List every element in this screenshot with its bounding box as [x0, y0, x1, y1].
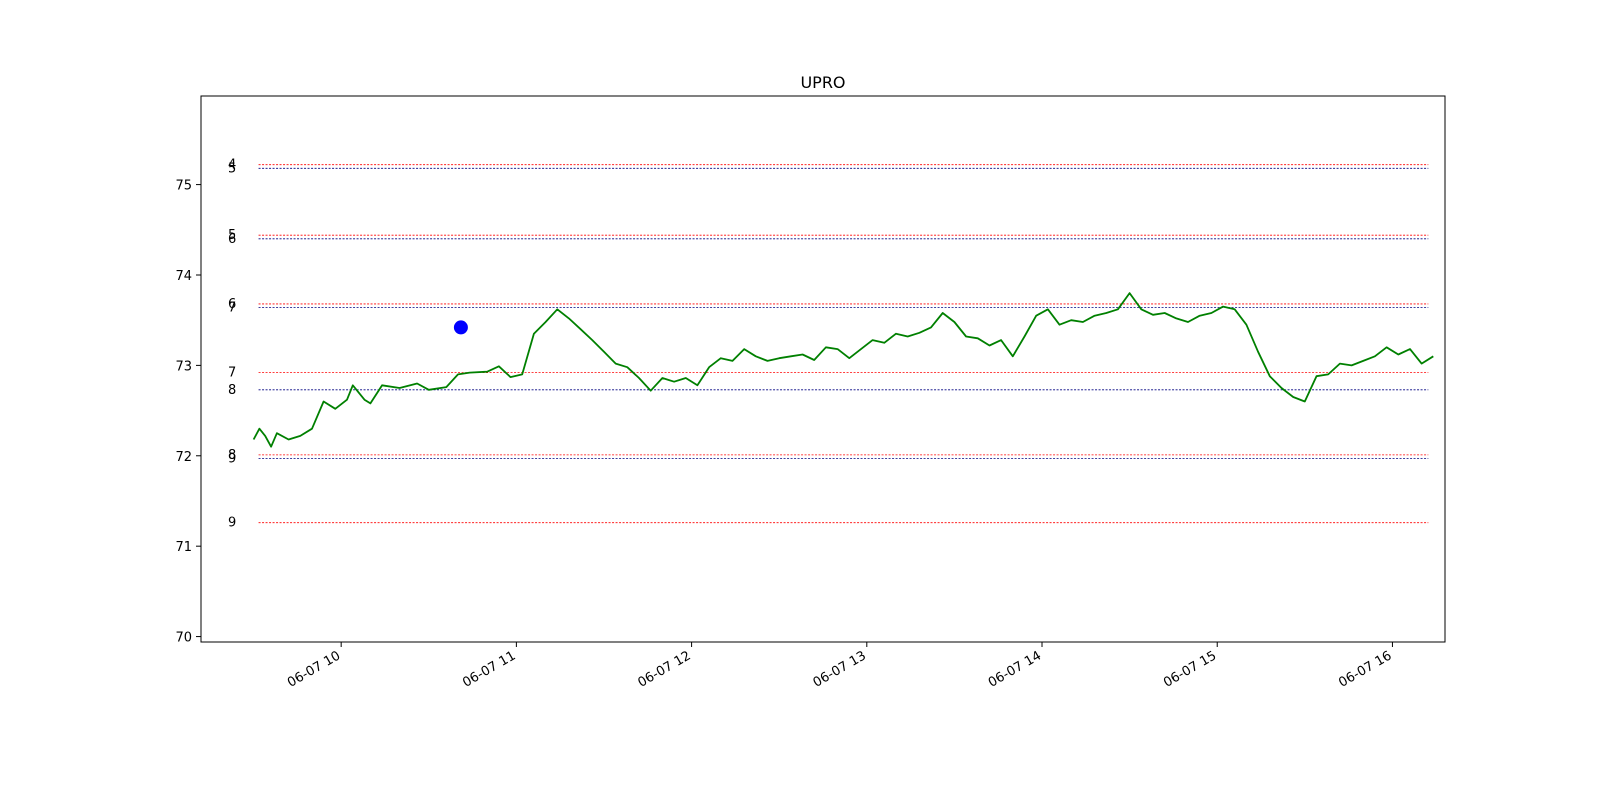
plot-area-frame: [200, 95, 1446, 643]
y-tick-label-0: 70: [175, 631, 192, 646]
price-line: [252, 292, 1434, 448]
x-tick-label-5: 06-07 15: [1161, 648, 1219, 690]
level-label-8: 8: [228, 448, 236, 463]
x-tick-label-6: 06-07 16: [1336, 648, 1394, 690]
level-label-3: 6: [228, 232, 236, 247]
level-label-10: 9: [228, 516, 236, 531]
y-tick-label-4: 74: [175, 269, 192, 284]
level-label-0: 4: [228, 158, 236, 173]
level-label-2: 5: [228, 228, 236, 243]
level-label-6: 7: [228, 366, 236, 381]
chart-title: UPRO: [800, 73, 845, 92]
y-axis: 70 71 72 73 74 75: [175, 179, 201, 646]
y-tick-label-5: 75: [175, 179, 192, 194]
entry-marker-group: [453, 320, 468, 335]
x-tick-label-2: 06-07 12: [635, 648, 693, 690]
level-label-7: 8: [228, 383, 236, 398]
x-tick-label-4: 06-07 14: [986, 648, 1044, 690]
entry-marker: [453, 320, 468, 335]
price-series: [252, 292, 1434, 448]
y-tick-label-1: 71: [175, 540, 192, 555]
x-tick-label-3: 06-07 13: [811, 648, 869, 690]
y-tick-label-3: 73: [175, 359, 192, 374]
level-label-1: 5: [228, 161, 236, 176]
level-label-9: 9: [228, 451, 236, 466]
x-tick-label-0: 06-07 10: [285, 648, 343, 690]
x-axis: 06-07 10 06-07 11 06-07 12 06-07 13 06-07 14…: [285, 642, 1394, 691]
x-tick-label-1: 06-07 11: [460, 648, 518, 690]
level-label-4: 6: [228, 297, 236, 312]
y-tick-label-2: 72: [175, 450, 192, 465]
level-label-5: 7: [228, 301, 236, 316]
